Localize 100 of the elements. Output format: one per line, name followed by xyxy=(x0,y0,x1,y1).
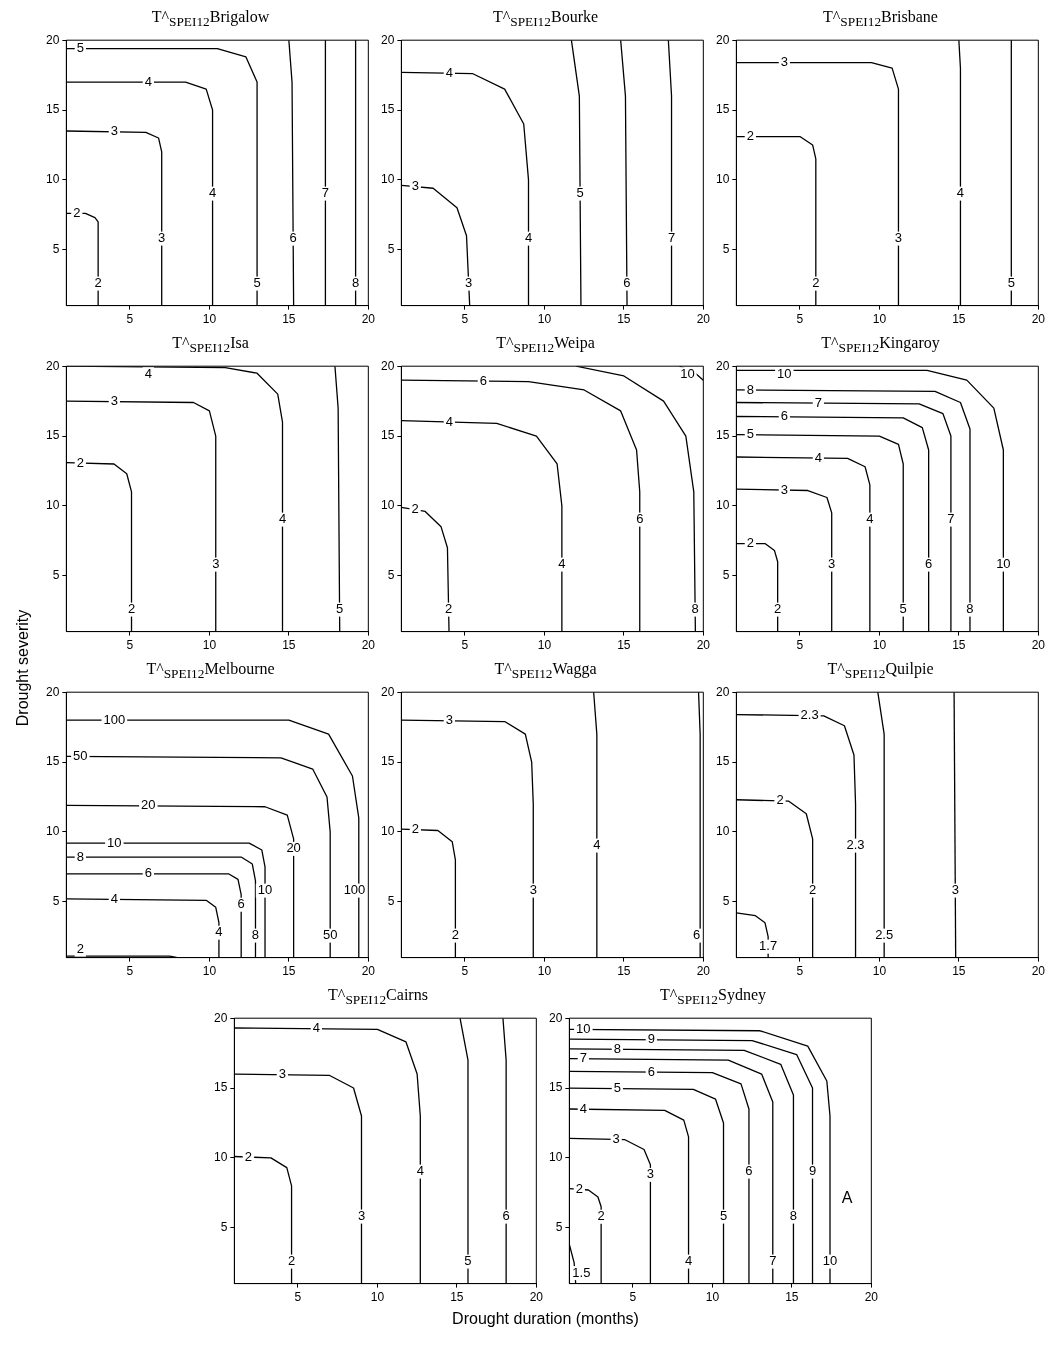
text: 6 xyxy=(647,1063,655,1079)
y-tick-label: 10 xyxy=(380,498,395,513)
chart-title: T^$_{SPEI12}$Isa xyxy=(171,334,250,356)
x-tick-label: 5 xyxy=(796,638,804,653)
x-tick-label: 10 xyxy=(537,964,552,979)
y-tick-label: 10 xyxy=(380,172,395,187)
text: 3 xyxy=(110,393,118,409)
x-tick-label: 5 xyxy=(461,312,469,327)
x-tick-label: 5 xyxy=(126,638,134,653)
y-tick-label: 15 xyxy=(213,1080,228,1095)
text: 3 xyxy=(780,54,788,70)
series-label: 20 xyxy=(286,840,301,856)
series-label: 10 xyxy=(996,556,1011,572)
text: 2 xyxy=(746,128,754,144)
series-label: 4 xyxy=(278,511,287,527)
series-label: 3 xyxy=(529,882,537,898)
series-label: 7 xyxy=(947,511,955,527)
annotation: A xyxy=(841,1189,853,1207)
text: 10 xyxy=(777,365,792,381)
y-tick-label: 5 xyxy=(52,894,60,909)
x-tick-label: 20 xyxy=(696,964,711,979)
x-tick-label: 10 xyxy=(202,312,217,327)
chart-title: T^$_{SPEI12}$Wagga xyxy=(493,660,598,682)
text: 4 xyxy=(312,1020,320,1036)
y-tick-label: 20 xyxy=(715,32,730,47)
text: 4 xyxy=(144,73,152,89)
series-label: 4 xyxy=(215,924,223,940)
x-tick-label: 10 xyxy=(705,1290,719,1305)
text: 2 xyxy=(76,454,84,470)
x-tick-label: 5 xyxy=(294,1290,302,1305)
series-label: 100 xyxy=(103,711,126,727)
y-tick-label: 10 xyxy=(715,498,730,513)
series-label: 4 xyxy=(416,1163,424,1179)
series-label: 6 xyxy=(744,1163,753,1179)
series-label: 6 xyxy=(693,927,701,943)
y-tick-label: 10 xyxy=(45,824,60,839)
x-tick-label: 10 xyxy=(370,1290,384,1305)
text: 8 xyxy=(746,381,754,397)
text: 2 xyxy=(575,1180,583,1196)
x-tick-label: 15 xyxy=(617,312,631,327)
chart-title: T^$_{SPEI12}$Sydney xyxy=(659,986,767,1008)
series-label: 4 xyxy=(684,1253,692,1269)
series-label: 2 xyxy=(809,882,817,898)
series-label: 6 xyxy=(289,230,297,246)
text: 20 xyxy=(141,797,156,813)
series-label: 8 xyxy=(966,601,974,617)
series-label: 4 xyxy=(956,185,965,201)
text: 3 xyxy=(411,178,419,194)
y-tick-label: 20 xyxy=(380,32,395,47)
series-label: 4 xyxy=(524,230,533,246)
x-tick-label: 5 xyxy=(126,312,134,327)
series-label: 3 xyxy=(894,230,903,246)
text: 3 xyxy=(445,712,453,728)
x-tick-label: 10 xyxy=(872,638,887,653)
y-tick-label: 15 xyxy=(380,754,395,769)
series-label: 5 xyxy=(463,1253,472,1269)
text: 4 xyxy=(579,1100,587,1116)
y-tick-label: 5 xyxy=(387,568,395,583)
series-label: 6 xyxy=(925,556,933,572)
series-label: 6 xyxy=(502,1208,510,1224)
chart-title: T^$_{SPEI12}$Cairns xyxy=(327,986,429,1008)
chart-title: T^$_{SPEI12}$Kingaroy xyxy=(820,334,941,356)
series-label: 2 xyxy=(774,601,782,617)
x-tick-label: 20 xyxy=(1031,964,1046,979)
text: 9 xyxy=(647,1031,655,1047)
y-tick-label: 15 xyxy=(715,428,730,443)
x-tick-label: 20 xyxy=(361,964,376,979)
y-tick-label: 10 xyxy=(45,498,60,513)
series-label: 5 xyxy=(899,601,907,617)
y-tick-label: 15 xyxy=(715,102,730,117)
y-tick-label: 5 xyxy=(722,568,730,583)
x-tick-label: 20 xyxy=(529,1290,543,1305)
series-label: 2.5 xyxy=(875,927,894,943)
text: 3 xyxy=(110,123,118,139)
x-tick-label: 10 xyxy=(202,638,217,653)
y-tick-label: 20 xyxy=(380,358,395,373)
x-tick-label: 15 xyxy=(449,1290,464,1305)
text: 6 xyxy=(780,408,788,424)
x-tick-label: 5 xyxy=(461,638,469,653)
x-tick-label: 10 xyxy=(202,964,217,979)
text: 4 xyxy=(445,413,453,429)
x-tick-label: 10 xyxy=(872,964,887,979)
x-tick-label: 5 xyxy=(461,964,469,979)
series-label: 50 xyxy=(322,927,338,943)
series-label: 3 xyxy=(828,556,836,572)
y-tick-label: 15 xyxy=(548,1080,563,1095)
series-label: 2.3 xyxy=(846,837,865,853)
series-label: 4 xyxy=(866,511,874,527)
x-tick-label: 20 xyxy=(361,638,376,653)
y-tick-label: 15 xyxy=(45,754,60,769)
text: 2 xyxy=(746,535,754,551)
y-tick-label: 20 xyxy=(380,684,395,699)
chart-title: T^$_{SPEI12}$Weipa xyxy=(495,334,596,356)
series-label: 3 xyxy=(646,1166,654,1182)
series-label: 2 xyxy=(94,275,102,291)
text: 7 xyxy=(814,394,822,410)
y-tick-label: 5 xyxy=(52,568,60,583)
x-tick-label: 15 xyxy=(952,638,966,653)
series-label: 8 xyxy=(691,601,699,617)
text: 7 xyxy=(579,1050,587,1066)
